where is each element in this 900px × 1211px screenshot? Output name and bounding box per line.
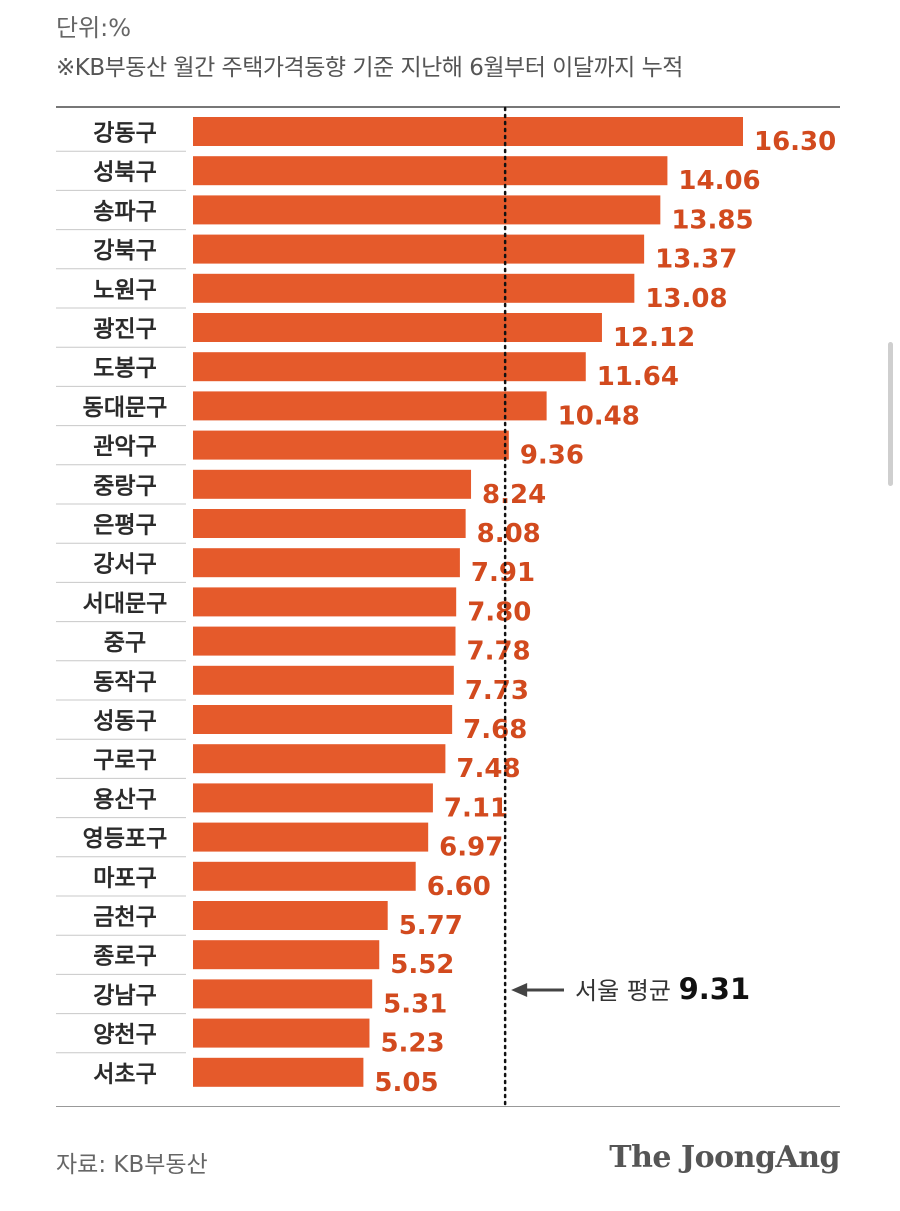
bar bbox=[193, 901, 388, 930]
top-rule bbox=[56, 106, 840, 108]
data-label: 6.97 bbox=[439, 833, 503, 863]
category-label: 용산구 bbox=[93, 787, 156, 813]
bar bbox=[193, 979, 373, 1009]
average-arrow-head bbox=[511, 983, 528, 997]
data-label: 16.30 bbox=[754, 127, 836, 157]
bar bbox=[193, 1057, 364, 1087]
brand-logo: The JoongAng bbox=[609, 1140, 840, 1175]
category-label: 성북구 bbox=[93, 160, 156, 186]
bar bbox=[193, 117, 743, 146]
category-label: 중구 bbox=[104, 630, 146, 656]
data-label: 5.23 bbox=[380, 1029, 444, 1059]
bar bbox=[193, 861, 416, 891]
bar bbox=[193, 1018, 370, 1048]
category-label: 강동구 bbox=[93, 121, 156, 147]
category-label: 강북구 bbox=[93, 238, 156, 264]
data-label: 7.78 bbox=[467, 637, 531, 667]
category-label: 노원구 bbox=[93, 277, 156, 303]
data-label: 7.48 bbox=[456, 754, 520, 784]
bar bbox=[193, 940, 380, 970]
category-label: 송파구 bbox=[93, 199, 156, 225]
bottom-rule bbox=[56, 1106, 840, 1107]
data-label: 9.36 bbox=[520, 441, 584, 471]
average-label: 서울 평균 9.31 bbox=[575, 972, 750, 1006]
bar bbox=[193, 665, 454, 695]
bar bbox=[193, 509, 466, 538]
data-label: 13.37 bbox=[655, 245, 737, 275]
bar bbox=[193, 587, 457, 617]
data-label: 5.31 bbox=[383, 989, 447, 1019]
data-label: 5.05 bbox=[374, 1068, 438, 1098]
unit-label: 단위:% bbox=[56, 14, 132, 42]
bar bbox=[193, 391, 547, 421]
bar bbox=[193, 822, 429, 852]
category-label: 중랑구 bbox=[93, 473, 156, 499]
category-label: 관악구 bbox=[93, 434, 156, 460]
data-label: 7.80 bbox=[467, 597, 531, 627]
scrollbar-thumb[interactable] bbox=[888, 342, 893, 486]
bar bbox=[193, 234, 645, 264]
bar bbox=[193, 313, 602, 342]
category-label: 금천구 bbox=[93, 905, 156, 931]
data-label: 14.06 bbox=[678, 166, 760, 196]
bar bbox=[193, 783, 433, 813]
category-label: 영등포구 bbox=[83, 826, 168, 852]
data-label: 8.24 bbox=[482, 480, 546, 510]
bar bbox=[193, 469, 472, 499]
category-label: 서대문구 bbox=[83, 591, 168, 617]
category-label: 마포구 bbox=[93, 865, 156, 891]
data-label: 8.08 bbox=[477, 519, 541, 549]
data-label: 11.64 bbox=[597, 362, 679, 392]
chart-note: ※KB부동산 월간 주택가격동향 기준 지난해 6월부터 이달까지 누적 bbox=[56, 55, 683, 81]
category-label: 양천구 bbox=[93, 1022, 156, 1048]
source-label: 자료: KB부동산 bbox=[56, 1152, 208, 1178]
data-label: 7.68 bbox=[463, 715, 527, 745]
category-label: 동작구 bbox=[93, 669, 156, 695]
bar bbox=[193, 430, 509, 460]
category-label: 강남구 bbox=[93, 983, 156, 1009]
bar bbox=[193, 156, 668, 186]
category-label: 종로구 bbox=[93, 944, 156, 970]
category-label: 강서구 bbox=[93, 552, 156, 578]
bar bbox=[193, 273, 635, 303]
data-label: 5.77 bbox=[399, 911, 463, 941]
data-label: 6.60 bbox=[427, 872, 491, 902]
bar bbox=[193, 626, 456, 656]
data-label: 12.12 bbox=[613, 323, 695, 353]
category-label: 서초구 bbox=[93, 1061, 156, 1087]
category-label: 성동구 bbox=[93, 709, 156, 735]
bar bbox=[193, 744, 446, 774]
category-label: 도봉구 bbox=[93, 356, 156, 382]
bar bbox=[193, 195, 661, 225]
data-label: 13.08 bbox=[645, 284, 727, 314]
data-label: 7.91 bbox=[471, 558, 535, 588]
category-label: 동대문구 bbox=[83, 395, 168, 421]
bar bbox=[193, 705, 453, 734]
data-label: 7.73 bbox=[465, 676, 529, 706]
data-label: 10.48 bbox=[558, 401, 640, 431]
bar bbox=[193, 352, 586, 382]
data-label: 13.85 bbox=[671, 205, 753, 235]
category-label: 구로구 bbox=[93, 748, 156, 774]
category-label: 광진구 bbox=[93, 317, 156, 343]
data-label: 5.52 bbox=[390, 950, 454, 980]
data-label: 7.11 bbox=[444, 793, 508, 823]
category-label: 은평구 bbox=[93, 513, 156, 539]
bar bbox=[193, 548, 460, 578]
average-value: 9.31 bbox=[679, 972, 751, 1006]
